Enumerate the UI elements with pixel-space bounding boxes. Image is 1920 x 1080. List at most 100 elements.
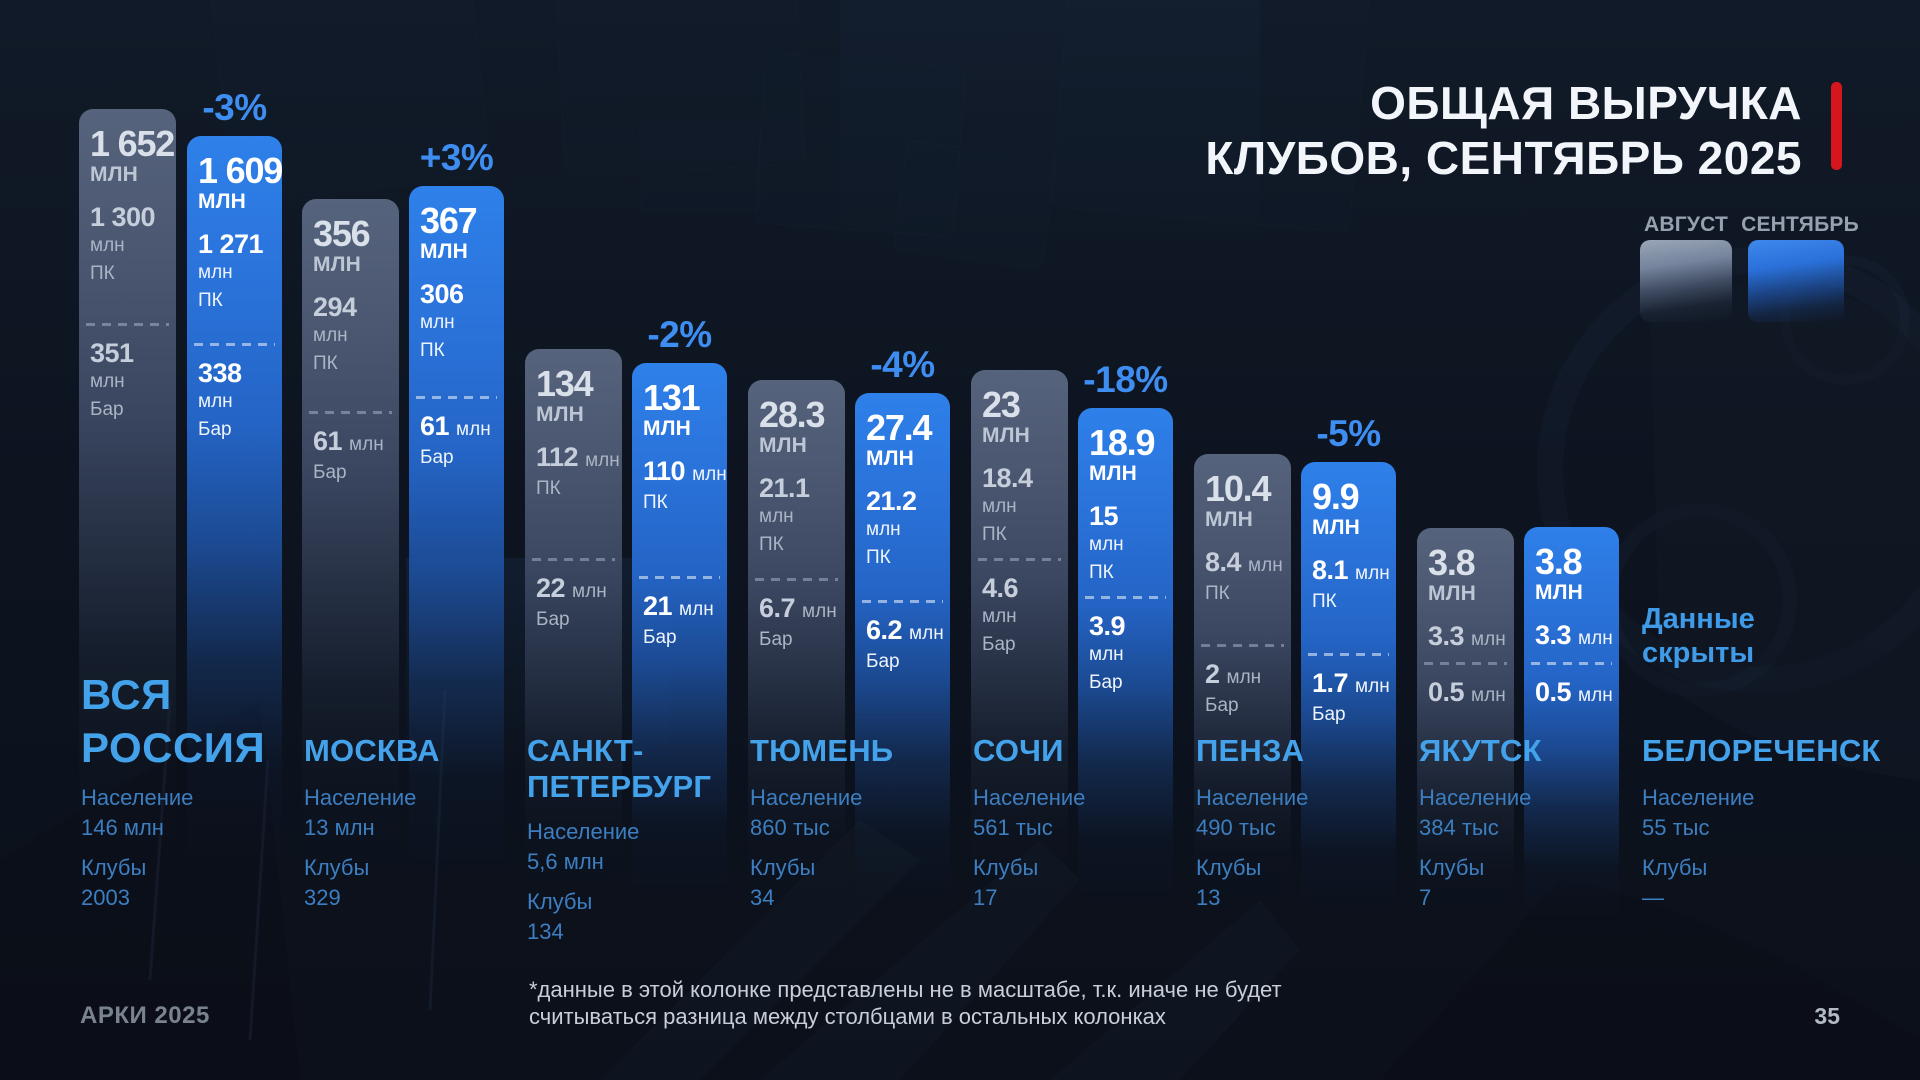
- pk-unit: млн: [420, 312, 455, 333]
- population-label: Население: [304, 785, 417, 810]
- pk-line: 15: [1089, 501, 1167, 531]
- bar-total: 28.3: [759, 394, 825, 435]
- population-value: 5,6 млн: [527, 849, 604, 874]
- bar-line: Бар: [759, 626, 839, 654]
- bar-line: Бар: [1205, 692, 1285, 720]
- bar-content: 9.9 МЛН 8.1 млн ПК: [1312, 462, 1390, 616]
- pk-line: ПК: [198, 287, 276, 315]
- population-label: Население: [81, 785, 194, 810]
- bar-line: 22 млн: [536, 573, 616, 606]
- bar-unit: млн: [198, 391, 233, 412]
- pk-line: 8.1 млн: [1312, 555, 1390, 588]
- bar-content: 367 МЛН 306 млн ПК: [420, 186, 498, 365]
- pk-line: ПК: [643, 489, 721, 517]
- clubs-block: Клубы —: [1642, 853, 1754, 913]
- bar-total: 3.8: [1535, 541, 1583, 582]
- september-bar-6: 3.8 МЛН 3.3 млн 0.5 млн: [1524, 527, 1619, 985]
- pk-line: млн: [313, 322, 393, 350]
- bar-divider: [194, 343, 275, 346]
- pk-line: ПК: [420, 337, 498, 365]
- bar-section: 61 млн Бар: [313, 426, 393, 487]
- bar-total-unit: МЛН: [1089, 462, 1137, 485]
- pk-unit: ПК: [1205, 583, 1230, 604]
- clubs-value: 2003: [81, 885, 130, 910]
- title-accent-bar: [1831, 82, 1842, 170]
- pk-line: млн: [198, 259, 276, 287]
- bar-line: млн: [198, 388, 276, 416]
- bar-content: 134 МЛН 112 млн ПК: [536, 349, 620, 503]
- bar-content: 3.8 МЛН 3.3 млн: [1535, 527, 1613, 653]
- city-info-3: Население 860 тыс Клубы 34: [750, 783, 862, 913]
- population-value: 55 тыс: [1642, 815, 1710, 840]
- bar-line: 1.7 млн: [1312, 668, 1390, 701]
- pk-unit: млн: [313, 325, 348, 346]
- bar-line: 338: [198, 358, 276, 388]
- clubs-block: Клубы 13: [1196, 853, 1308, 913]
- population-value: 384 тыс: [1419, 815, 1499, 840]
- bar-value: 4.6: [982, 573, 1019, 603]
- pk-line: 1 300: [90, 202, 170, 232]
- bar-content: 1 652 МЛН 1 300 млн ПК: [90, 109, 175, 288]
- bar-total: 18.9: [1089, 422, 1155, 463]
- pk-line: 1 271: [198, 229, 276, 259]
- clubs-value: 34: [750, 885, 775, 910]
- bar-section: 351 млн Бар: [90, 338, 170, 424]
- pk-value: 21.1: [759, 473, 810, 503]
- pk-line: ПК: [982, 521, 1062, 549]
- legend-label-august: АВГУСТ: [1644, 213, 1728, 236]
- bar-divider: [862, 600, 943, 603]
- city-label-line: ПЕТЕРБУРГ: [527, 769, 712, 804]
- population-block: Население 384 тыс: [1419, 783, 1531, 843]
- pk-line: ПК: [1312, 588, 1390, 616]
- bar-line: млн: [90, 368, 170, 396]
- pk-unit: млн: [90, 235, 125, 256]
- brand-label: АРКИ 2025: [80, 1002, 210, 1029]
- clubs-value: 134: [527, 919, 564, 944]
- clubs-value: —: [1642, 885, 1664, 910]
- footnote-line2: считываться разница между столбцами в ос…: [529, 1004, 1166, 1029]
- bar-content: 10.4 МЛН 8.4 млн ПК: [1205, 454, 1285, 608]
- bar-unit: Бар: [536, 609, 570, 630]
- bar-total: 10.4: [1205, 468, 1271, 509]
- pk-section: 1 300 млн ПК: [90, 202, 170, 288]
- pk-line: ПК: [90, 260, 170, 288]
- pk-line: млн: [1089, 531, 1167, 559]
- bar-line: 6.2 млн: [866, 615, 944, 648]
- pk-section: 8.1 млн ПК: [1312, 555, 1390, 616]
- bar-divider: [532, 558, 615, 561]
- pk-unit: млн: [198, 262, 233, 283]
- august-bar-1: 356 МЛН 294 млн ПК 61 млн Бар: [302, 199, 399, 985]
- bar-unit: млн: [90, 371, 125, 392]
- bar-value: 3.9: [1089, 611, 1126, 641]
- bar-line: Бар: [420, 444, 498, 472]
- bar-divider: [1424, 662, 1507, 665]
- pk-line: ПК: [1089, 559, 1167, 587]
- city-label-0: ВСЯ РОССИЯ: [81, 668, 265, 774]
- clubs-label: Клубы: [304, 855, 370, 880]
- august-bar-2: 134 МЛН 112 млн ПК 22 млн Бар: [525, 349, 622, 985]
- september-bar-3: 27.4 МЛН 21.2 млн ПК 6.2 млн Бар: [855, 393, 950, 985]
- august-bar-3: 28.3 МЛН 21.1 млн ПК 6.7 млн Бар: [748, 380, 845, 985]
- bar-value: 0.5: [1535, 677, 1572, 707]
- pk-section: 21.1 млн ПК: [759, 473, 839, 559]
- pk-unit: млн: [1089, 534, 1124, 555]
- bar-unit: млн: [456, 419, 491, 440]
- bar-line: млн: [1089, 641, 1167, 669]
- bar-unit: млн: [909, 623, 944, 644]
- population-value: 860 тыс: [750, 815, 830, 840]
- legend-swatch-august: [1640, 240, 1732, 322]
- bar-unit: млн: [1355, 676, 1390, 697]
- september-bar-2: 131 МЛН 110 млн ПК 21 млн Бар: [632, 363, 727, 985]
- bar-total-unit: МЛН: [1205, 508, 1253, 531]
- population-block: Население 146 млн: [81, 783, 193, 843]
- city-label-2: САНКТ- ПЕТЕРБУРГ: [527, 733, 711, 805]
- city-label-6: ЯКУТСК: [1419, 733, 1542, 769]
- bar-value: 0.5: [1428, 677, 1465, 707]
- bar-section: 21 млн Бар: [643, 591, 721, 652]
- bar-unit: Бар: [982, 634, 1016, 655]
- city-label-5: ПЕНЗА: [1196, 733, 1304, 769]
- september-bar-0: 1 609 МЛН 1 271 млн ПК 338 млн Бар: [187, 136, 283, 985]
- bar-unit: Бар: [866, 651, 900, 672]
- bar-total-unit: МЛН: [90, 163, 138, 186]
- pk-line: 306: [420, 279, 498, 309]
